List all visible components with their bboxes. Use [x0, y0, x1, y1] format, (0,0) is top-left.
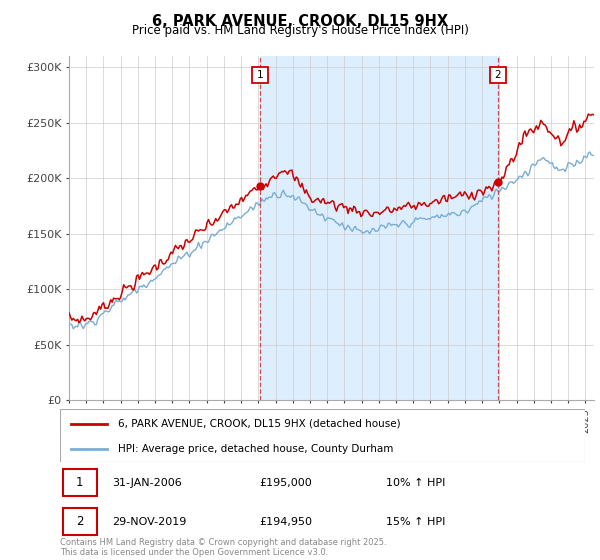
Text: HPI: Average price, detached house, County Durham: HPI: Average price, detached house, Coun…	[118, 444, 393, 454]
Text: 6, PARK AVENUE, CROOK, DL15 9HX: 6, PARK AVENUE, CROOK, DL15 9HX	[152, 14, 448, 29]
Text: 31-JAN-2006: 31-JAN-2006	[113, 478, 182, 488]
Text: 2: 2	[494, 70, 501, 80]
Text: 1: 1	[76, 476, 83, 489]
Text: 2: 2	[76, 515, 83, 528]
Text: £194,950: £194,950	[260, 517, 313, 526]
Text: £195,000: £195,000	[260, 478, 312, 488]
Text: 15% ↑ HPI: 15% ↑ HPI	[386, 517, 445, 526]
Bar	[260, 56, 498, 400]
Text: 29-NOV-2019: 29-NOV-2019	[113, 517, 187, 526]
Text: 10% ↑ HPI: 10% ↑ HPI	[386, 478, 445, 488]
Text: Contains HM Land Registry data © Crown copyright and database right 2025.
This d: Contains HM Land Registry data © Crown c…	[60, 538, 386, 557]
Text: Price paid vs. HM Land Registry's House Price Index (HPI): Price paid vs. HM Land Registry's House …	[131, 24, 469, 37]
Text: 1: 1	[256, 70, 263, 80]
Bar	[62, 469, 97, 497]
Bar	[62, 508, 97, 535]
Text: 6, PARK AVENUE, CROOK, DL15 9HX (detached house): 6, PARK AVENUE, CROOK, DL15 9HX (detache…	[118, 419, 400, 429]
